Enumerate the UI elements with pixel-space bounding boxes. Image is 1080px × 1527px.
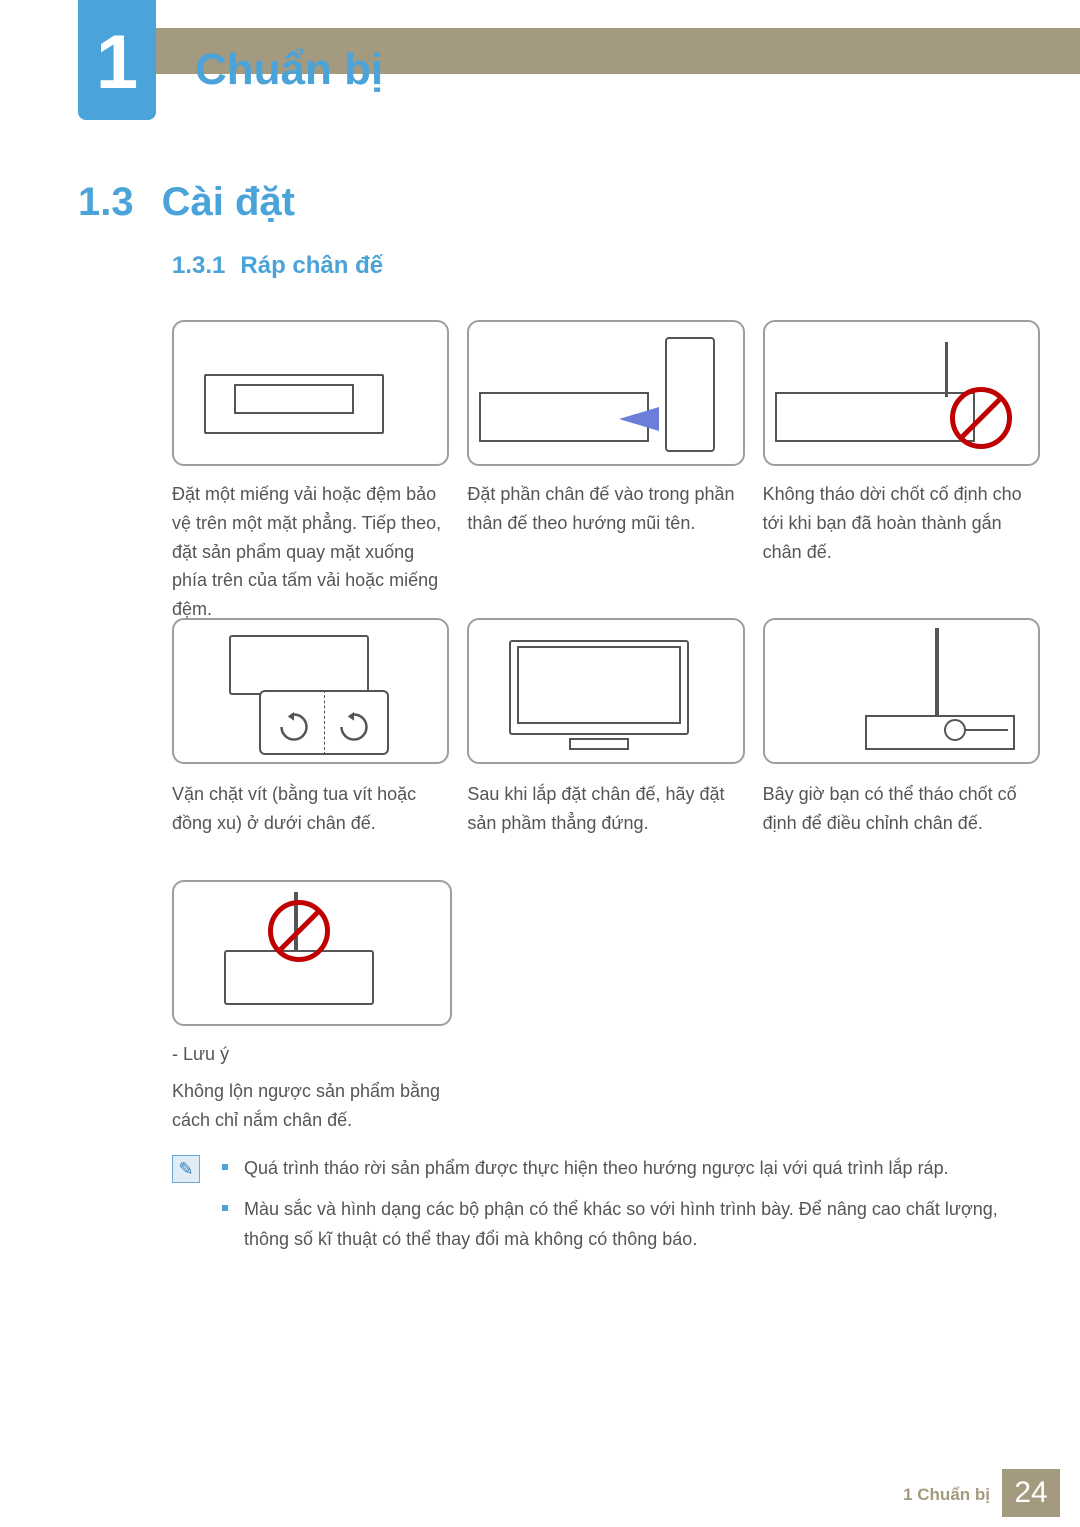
note-icon: ✎	[172, 1155, 200, 1183]
subsection-heading: 1.3.1 Ráp chân đế	[172, 252, 383, 280]
illustration-row-3	[172, 880, 452, 1026]
section-title: Cài đặt	[162, 180, 295, 224]
caption-step-2: Đặt phần chân đế vào trong phần thân đế …	[467, 480, 744, 624]
illustration-caution	[172, 880, 452, 1026]
caption-row-3: - Lưu ý Không lộn ngược sản phẩm bằng cá…	[172, 1040, 452, 1134]
section-number: 1.3	[78, 180, 134, 224]
caption-row-2: Vặn chặt vít (bằng tua vít hoặc đồng xu)…	[172, 780, 1040, 838]
illustration-row-2	[172, 618, 1040, 764]
caption-step-1: Đặt một miếng vải hoặc đệm bảo vệ trên m…	[172, 480, 449, 624]
note-block: ✎ Quá trình tháo rời sản phẩm được thực …	[172, 1153, 1010, 1265]
caution-text: Không lộn ngược sản phẩm bằng cách chỉ n…	[172, 1077, 446, 1135]
illustration-row-1	[172, 320, 1040, 466]
section-heading: 1.3 Cài đặt	[78, 180, 295, 225]
subsection-number: 1.3.1	[172, 252, 225, 279]
footer: 1 Chuẩn bị 24	[0, 1467, 1080, 1527]
illustration-step-1	[172, 320, 449, 466]
footer-crumb: 1 Chuẩn bị	[903, 1485, 990, 1505]
note-item: Màu sắc và hình dạng các bộ phận có thể …	[222, 1194, 1010, 1255]
illustration-step-4	[172, 618, 449, 764]
illustration-step-6	[763, 618, 1040, 764]
chapter-badge: 1	[78, 0, 156, 120]
chapter-title: Chuẩn bị	[195, 45, 383, 95]
page-number: 24	[1002, 1469, 1060, 1517]
caption-step-4: Vặn chặt vít (bằng tua vít hoặc đồng xu)…	[172, 780, 449, 838]
illustration-step-3	[763, 320, 1040, 466]
note-list: Quá trình tháo rời sản phẩm được thực hi…	[222, 1153, 1010, 1265]
illustration-step-5	[467, 618, 744, 764]
chapter-number: 1	[96, 25, 138, 101]
caption-step-5: Sau khi lắp đặt chân đế, hãy đặt sản phầ…	[467, 780, 744, 838]
caption-caution: - Lưu ý Không lộn ngược sản phẩm bằng cá…	[172, 1040, 452, 1134]
caption-row-1: Đặt một miếng vải hoặc đệm bảo vệ trên m…	[172, 480, 1040, 624]
caution-label: - Lưu ý	[172, 1040, 446, 1069]
caption-step-3: Không tháo dời chốt cố định cho tới khi …	[763, 480, 1040, 624]
note-item: Quá trình tháo rời sản phẩm được thực hi…	[222, 1153, 1010, 1184]
subsection-title: Ráp chân đế	[240, 252, 383, 279]
illustration-step-2	[467, 320, 744, 466]
caption-step-6: Bây giờ bạn có thể tháo chốt cố định để …	[763, 780, 1040, 838]
